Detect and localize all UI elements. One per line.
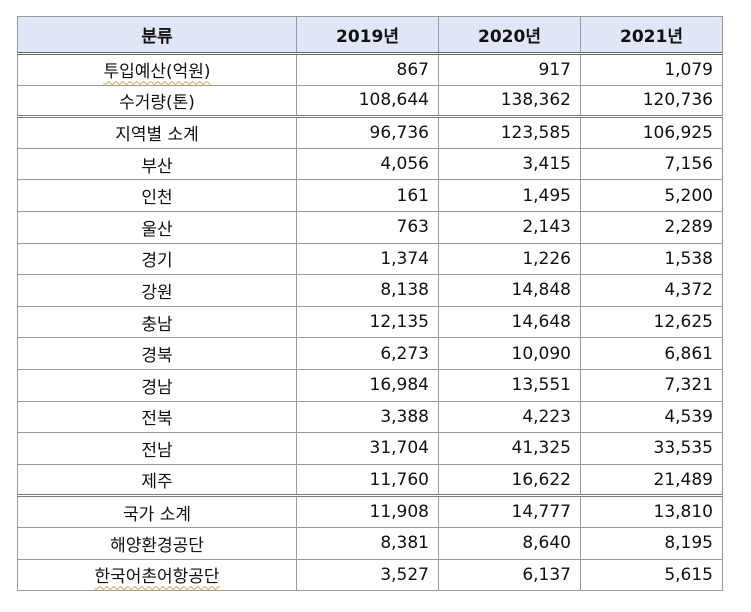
- cell-2019: 763: [296, 210, 439, 244]
- cell-2020: 917: [438, 53, 581, 86]
- cell-2020: 16,622: [438, 463, 581, 497]
- cell-2021: 21,489: [580, 463, 723, 497]
- header-row: 분류 2019년 2020년 2021년: [17, 16, 723, 55]
- row-label: 경기: [17, 242, 297, 276]
- table-row-jeonnam: 전남 31,704 41,325 33,535: [17, 432, 723, 465]
- table-row-jeju: 제주 11,760 16,622 21,489: [17, 463, 723, 497]
- row-label-text: 투입예산(억원): [103, 62, 211, 83]
- header-2020: 2020년: [438, 16, 581, 55]
- row-label: 울산: [17, 210, 297, 244]
- table-row-collection: 수거량(톤) 108,644 138,362 120,736: [17, 84, 723, 118]
- row-label: 인천: [17, 179, 297, 212]
- cell-2020: 3,415: [438, 147, 581, 181]
- table-row-gyeongnam: 경남 16,984 13,551 7,321: [17, 368, 723, 402]
- table-row-budget: 투입예산(억원) 867 917 1,079: [17, 53, 723, 86]
- cell-2021: 106,925: [580, 115, 723, 149]
- table-row-busan: 부산 4,056 3,415 7,156: [17, 147, 723, 181]
- cell-2019: 12,135: [296, 305, 439, 339]
- cell-2020: 41,325: [438, 432, 581, 465]
- row-label: 투입예산(억원): [17, 53, 297, 86]
- cell-2019: 96,736: [296, 115, 439, 149]
- table-row-regional-subtotal: 지역별 소계 96,736 123,585 106,925: [17, 115, 723, 149]
- cell-2020: 8,640: [438, 526, 581, 560]
- cell-2019: 4,056: [296, 147, 439, 181]
- table-row-jeonbuk: 전북 3,388 4,223 4,539: [17, 400, 723, 434]
- cell-2020: 138,362: [438, 84, 581, 118]
- cell-2021: 1,079: [580, 53, 723, 86]
- data-table: 분류 2019년 2020년 2021년 투입예산(억원) 867 917 1,…: [17, 16, 723, 592]
- cell-2021: 33,535: [580, 432, 723, 465]
- cell-2019: 161: [296, 179, 439, 212]
- cell-2020: 14,777: [438, 494, 581, 528]
- cell-2019: 8,138: [296, 274, 439, 307]
- cell-2021: 120,736: [580, 84, 723, 118]
- cell-2021: 7,321: [580, 368, 723, 402]
- cell-2021: 4,372: [580, 274, 723, 307]
- cell-2020: 10,090: [438, 337, 581, 370]
- row-label: 수거량(톤): [17, 84, 297, 118]
- row-label: 국가 소계: [17, 494, 297, 528]
- cell-2020: 6,137: [438, 558, 581, 592]
- row-label-text: 한국어촌어항공단: [94, 567, 220, 588]
- cell-2019: 6,273: [296, 337, 439, 370]
- table-row-ulsan: 울산 763 2,143 2,289: [17, 210, 723, 244]
- table-row-gyeongbuk: 경북 6,273 10,090 6,861: [17, 337, 723, 370]
- cell-2021: 5,615: [580, 558, 723, 592]
- cell-2019: 11,760: [296, 463, 439, 497]
- cell-2020: 123,585: [438, 115, 581, 149]
- cell-2021: 13,810: [580, 494, 723, 528]
- cell-2019: 3,388: [296, 400, 439, 434]
- cell-2019: 16,984: [296, 368, 439, 402]
- row-label: 전남: [17, 432, 297, 465]
- cell-2019: 108,644: [296, 84, 439, 118]
- row-label: 전북: [17, 400, 297, 434]
- row-label: 한국어촌어항공단: [17, 558, 297, 592]
- cell-2020: 13,551: [438, 368, 581, 402]
- data-table-container: 분류 2019년 2020년 2021년 투입예산(억원) 867 917 1,…: [17, 16, 723, 592]
- row-label: 충남: [17, 305, 297, 339]
- cell-2020: 1,495: [438, 179, 581, 212]
- row-label: 경북: [17, 337, 297, 370]
- row-label: 강원: [17, 274, 297, 307]
- cell-2021: 2,289: [580, 210, 723, 244]
- row-label: 해양환경공단: [17, 526, 297, 560]
- cell-2019: 31,704: [296, 432, 439, 465]
- cell-2019: 8,381: [296, 526, 439, 560]
- cell-2019: 867: [296, 53, 439, 86]
- cell-2021: 8,195: [580, 526, 723, 560]
- cell-2020: 14,848: [438, 274, 581, 307]
- row-label: 제주: [17, 463, 297, 497]
- cell-2021: 12,625: [580, 305, 723, 339]
- cell-2021: 4,539: [580, 400, 723, 434]
- cell-2021: 1,538: [580, 242, 723, 276]
- row-label: 경남: [17, 368, 297, 402]
- cell-2021: 7,156: [580, 147, 723, 181]
- cell-2019: 3,527: [296, 558, 439, 592]
- header-category: 분류: [17, 16, 297, 55]
- row-label: 부산: [17, 147, 297, 181]
- cell-2020: 4,223: [438, 400, 581, 434]
- cell-2021: 5,200: [580, 179, 723, 212]
- table-row-national-subtotal: 국가 소계 11,908 14,777 13,810: [17, 494, 723, 528]
- cell-2019: 11,908: [296, 494, 439, 528]
- cell-2019: 1,374: [296, 242, 439, 276]
- table-row-chungnam: 충남 12,135 14,648 12,625: [17, 305, 723, 339]
- row-label: 지역별 소계: [17, 115, 297, 149]
- cell-2021: 6,861: [580, 337, 723, 370]
- table-row-fishing-port-agency: 한국어촌어항공단 3,527 6,137 5,615: [17, 558, 723, 592]
- cell-2020: 1,226: [438, 242, 581, 276]
- header-2021: 2021년: [580, 16, 723, 55]
- cell-2020: 14,648: [438, 305, 581, 339]
- table-row-koem: 해양환경공단 8,381 8,640 8,195: [17, 526, 723, 560]
- table-row-gangwon: 강원 8,138 14,848 4,372: [17, 274, 723, 307]
- cell-2020: 2,143: [438, 210, 581, 244]
- table-row-incheon: 인천 161 1,495 5,200: [17, 179, 723, 212]
- header-2019: 2019년: [296, 16, 439, 55]
- table-row-gyeonggi: 경기 1,374 1,226 1,538: [17, 242, 723, 276]
